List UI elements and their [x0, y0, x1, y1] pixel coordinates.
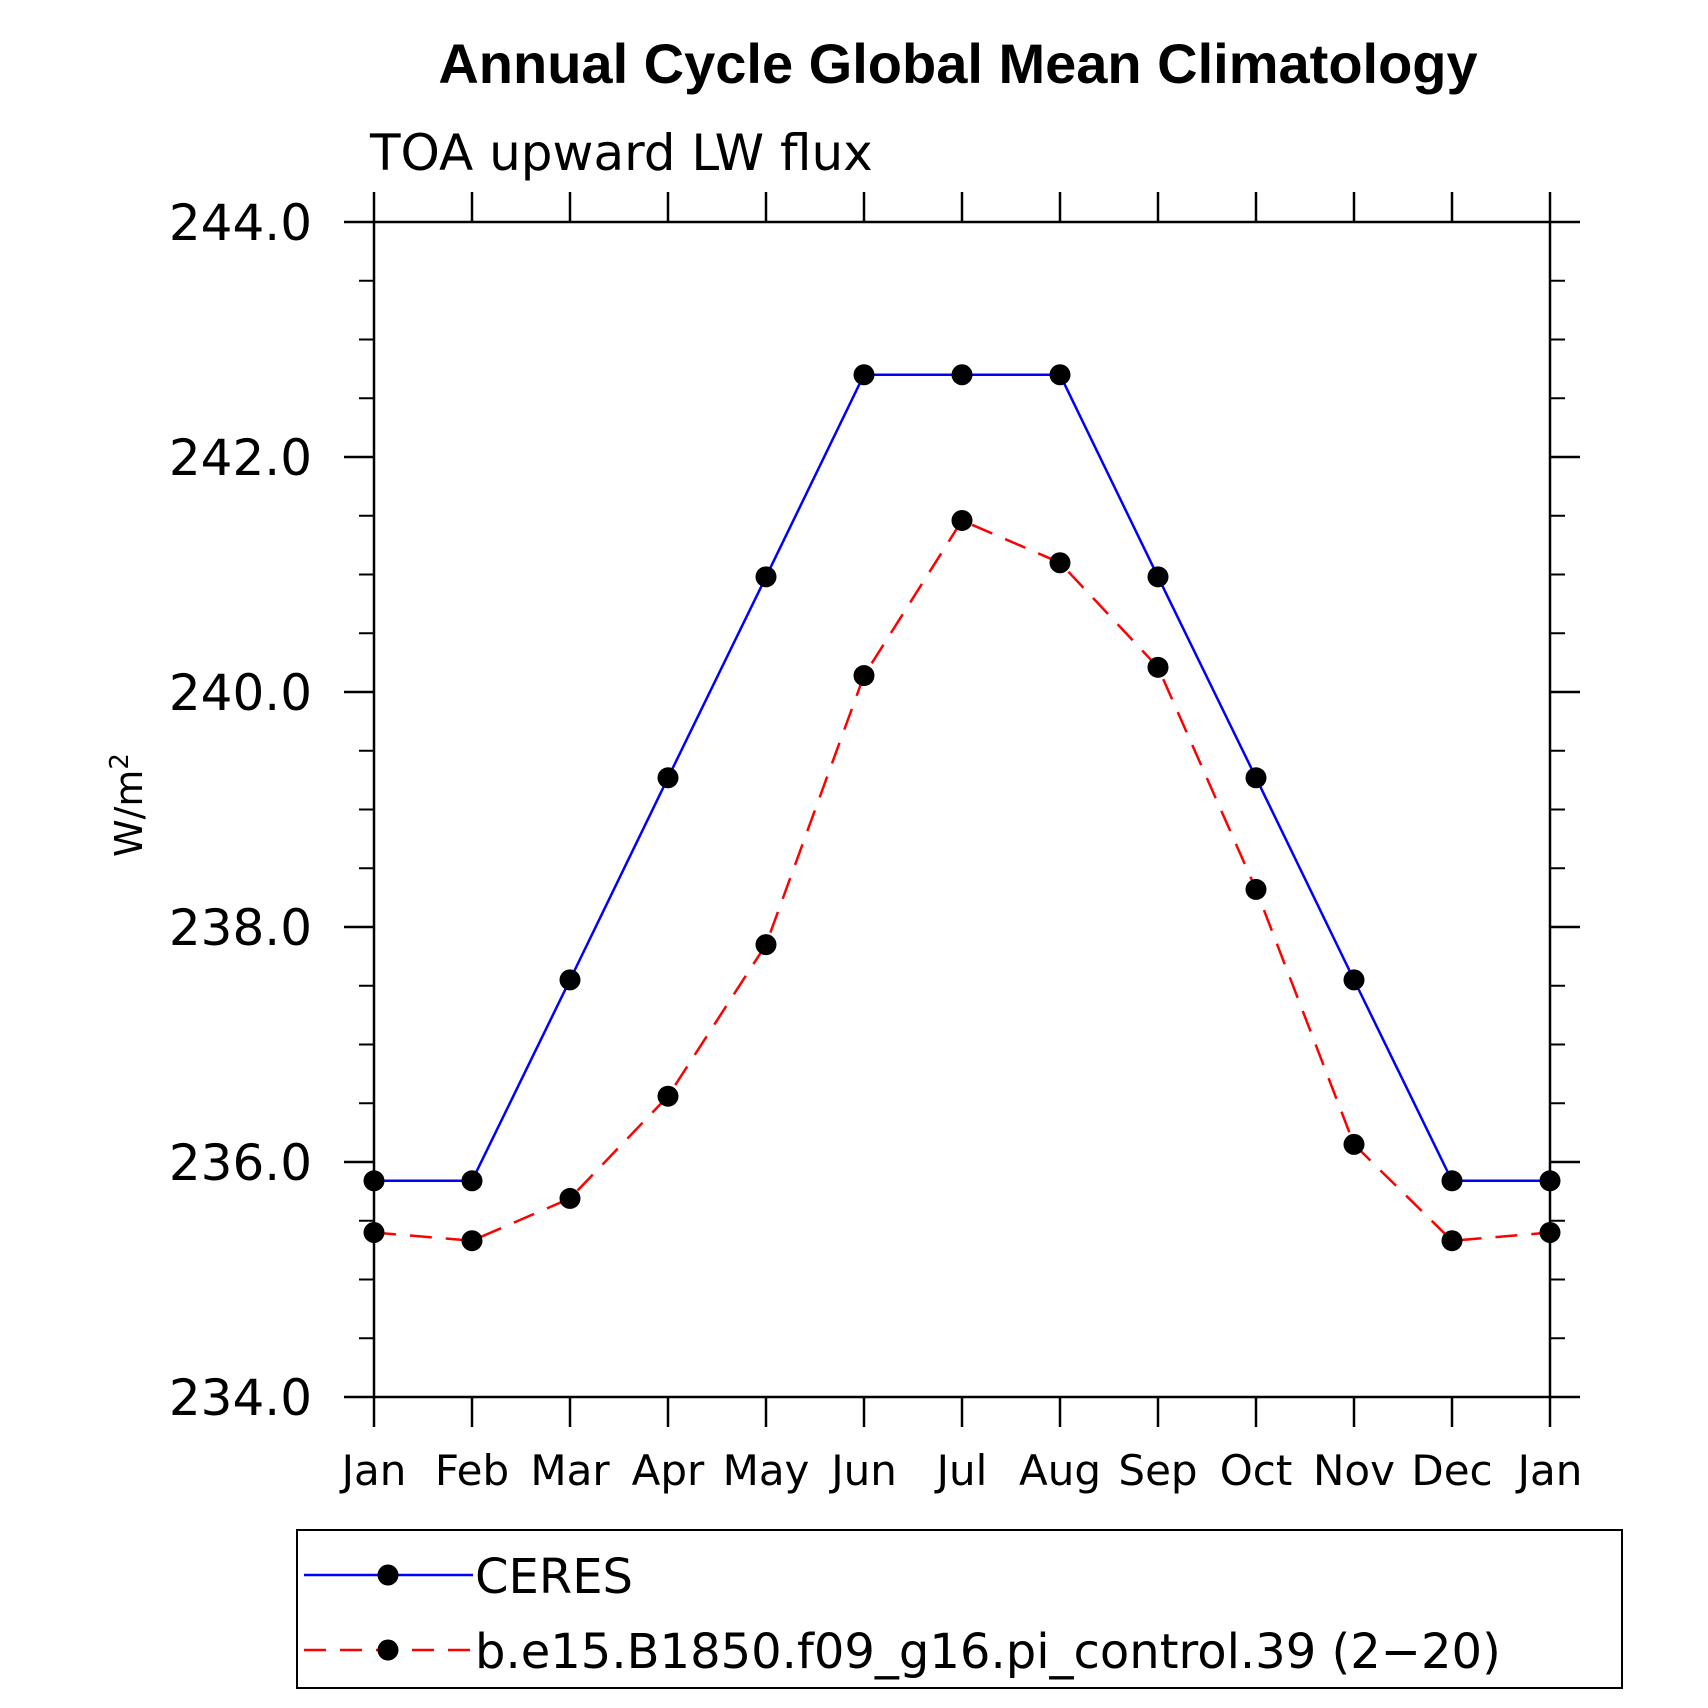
legend-label: b.e15.B1850.f09_g16.pi_control.39 (2−20): [475, 1624, 1501, 1680]
x-tick-label: Jan: [1515, 1446, 1583, 1495]
y-tick-label: 236.0: [169, 1134, 312, 1192]
data-point: [951, 509, 973, 531]
data-point: [1539, 1222, 1561, 1243]
x-tick-label: Jul: [934, 1446, 988, 1495]
data-point: [1343, 969, 1365, 991]
data-point: [1245, 878, 1267, 900]
legend-label: CERES: [475, 1549, 633, 1605]
y-tick-label: 244.0: [169, 194, 312, 252]
series-line: [373, 518, 1551, 1243]
legend: CERES b.e15.B1850.f09_g16.pi_control.39 (…: [296, 1529, 1623, 1689]
y-axis-label-superscript: 2: [105, 753, 135, 770]
data-point: [363, 1222, 385, 1243]
plot-frame: [372, 220, 1552, 1399]
x-tick-label: May: [723, 1446, 810, 1495]
data-point: [559, 1187, 581, 1209]
data-point: [1147, 656, 1169, 678]
y-tick-label: 242.0: [169, 429, 312, 487]
x-tick-label: Aug: [1019, 1446, 1101, 1495]
data-point: [1441, 1230, 1463, 1252]
x-tick-label: Mar: [530, 1446, 610, 1495]
svg-text:W/m2: W/m2: [105, 753, 151, 857]
data-point: [853, 364, 875, 386]
data-point: [951, 364, 973, 386]
legend-entry-1: b.e15.B1850.f09_g16.pi_control.39 (2−20): [304, 1624, 1501, 1680]
x-tick-label: Feb: [435, 1446, 509, 1495]
data-point: [1245, 767, 1267, 789]
legend-marker: [377, 1564, 399, 1586]
series-1: [363, 509, 1561, 1252]
data-point: [363, 1170, 385, 1192]
x-tick-label: Dec: [1411, 1446, 1492, 1495]
legend-marker: [377, 1639, 399, 1661]
data-point: [1147, 566, 1169, 588]
data-point: [1049, 364, 1071, 386]
chart-subtitle: TOA upward LW flux: [369, 124, 873, 182]
data-point: [1049, 552, 1071, 574]
x-tick-label: Apr: [632, 1446, 705, 1495]
legend-entry-0: CERES: [304, 1549, 633, 1605]
y-tick-label: 238.0: [169, 899, 312, 957]
data-point: [657, 1085, 679, 1107]
y-tick-label: 240.0: [169, 664, 312, 722]
x-tick-label: Oct: [1220, 1446, 1293, 1495]
series-line: [374, 373, 1550, 1183]
legend-box: [296, 1529, 1623, 1689]
y-axis-label-text: W/m: [107, 770, 151, 857]
data-point: [1343, 1133, 1365, 1155]
axes: 234.0 236.0 238.0 240.0 242.0 244.0 Jan Feb Mar A…: [169, 192, 1583, 1495]
data-point: [461, 1230, 483, 1252]
data-point: [1441, 1170, 1463, 1192]
data-point: [657, 767, 679, 789]
data-point: [755, 934, 777, 956]
y-tick-label: 234.0: [169, 1369, 312, 1427]
x-tick-label: Jan: [339, 1446, 407, 1495]
series-layer: [363, 364, 1561, 1252]
data-point: [1539, 1170, 1561, 1192]
data-point: [461, 1170, 483, 1192]
x-tick-label: Nov: [1313, 1446, 1395, 1495]
data-point: [559, 969, 581, 991]
y-axis-label: W/m2: [105, 753, 151, 857]
chart-title: Annual Cycle Global Mean Climatology: [438, 32, 1477, 95]
data-point: [853, 665, 875, 687]
series-0: [363, 364, 1561, 1192]
data-point: [755, 566, 777, 588]
x-tick-label: Jun: [828, 1446, 897, 1495]
x-tick-label: Sep: [1118, 1446, 1197, 1495]
